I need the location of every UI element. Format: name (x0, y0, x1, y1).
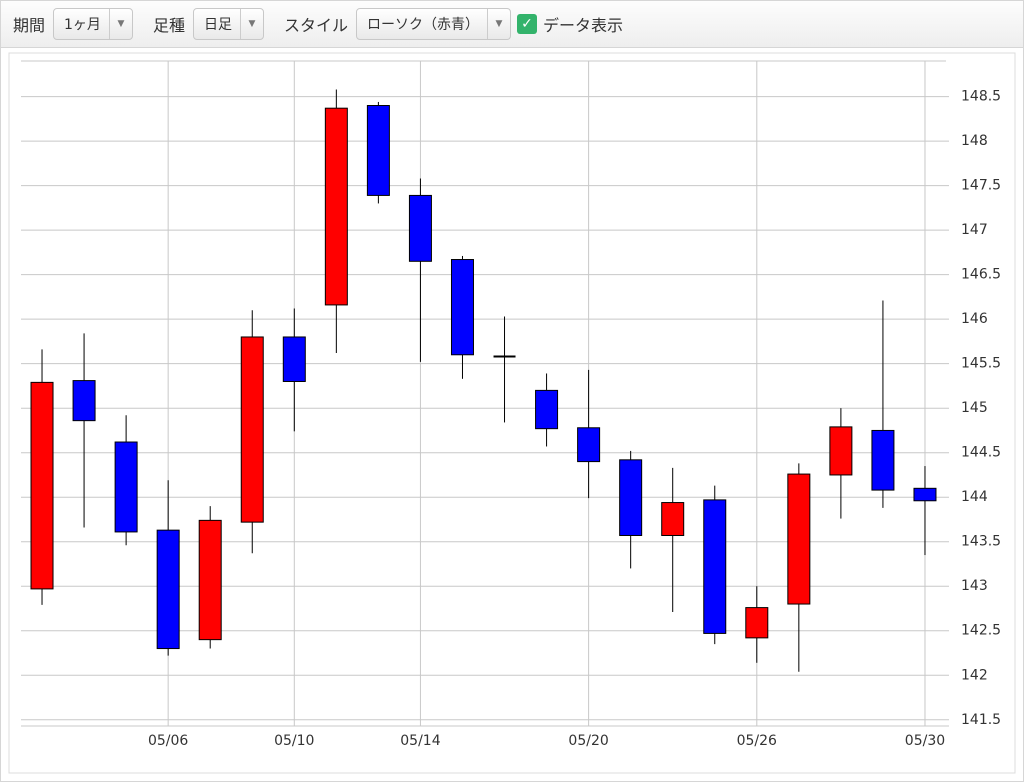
candle-body (366, 105, 390, 196)
candle-body (913, 487, 937, 502)
candle-body (871, 429, 895, 491)
x-tick-label: 05/10 (274, 733, 314, 749)
y-tick-label: 141.5 (961, 712, 1001, 728)
y-tick-label: 144.5 (961, 445, 1001, 461)
y-tick-label: 147.5 (961, 178, 1001, 194)
candle-body (30, 381, 54, 590)
candle-body (324, 107, 348, 306)
candle-body (619, 459, 643, 536)
y-tick-label: 146.5 (961, 267, 1001, 283)
x-tick-label: 05/26 (737, 733, 777, 749)
toolbar: 期間 1ヶ月 ▼ 足種 日足 ▼ スタイル ローソク（赤青） ▼ ✓ データ表示 (1, 1, 1023, 48)
y-tick-label: 143 (961, 578, 988, 594)
y-tick-label: 142.5 (961, 623, 1001, 639)
x-tick-label: 05/20 (568, 733, 608, 749)
x-tick-label: 05/30 (905, 733, 945, 749)
chart-frame (8, 52, 1016, 774)
style-label: スタイル (283, 16, 348, 35)
bar-label: 足種 (152, 16, 185, 35)
candle-body (240, 336, 264, 523)
style-value: ローソク（赤青） (366, 17, 479, 33)
candle-body (661, 502, 685, 536)
y-tick-label: 148.5 (961, 89, 1001, 105)
y-tick-label: 142 (961, 667, 988, 683)
x-tick-label: 05/06 (148, 733, 188, 749)
candle-body (72, 380, 96, 422)
dropdown-arrow: ▼ (239, 9, 263, 39)
x-tick-label: 05/14 (400, 733, 440, 749)
candle-body (787, 473, 811, 605)
y-tick-label: 144 (961, 489, 988, 505)
candle-body (114, 441, 138, 533)
candle-body (198, 519, 222, 641)
period-dropdown[interactable]: 1ヶ月 ▼ (53, 8, 133, 40)
dropdown-arrow: ▼ (486, 9, 510, 39)
candle-body (156, 529, 180, 650)
candle-body (577, 427, 601, 463)
candle-body (408, 194, 432, 262)
y-tick-label: 143.5 (961, 534, 1001, 550)
show-data-checkbox[interactable]: ✓ (516, 14, 537, 34)
candle-body (450, 259, 474, 356)
y-tick-label: 146 (961, 311, 988, 327)
candle-body (703, 499, 727, 634)
bar-dropdown[interactable]: 日足 ▼ (192, 8, 264, 40)
y-tick-label: 148 (961, 133, 988, 149)
style-dropdown[interactable]: ローソク（赤青） ▼ (355, 8, 511, 40)
bar-value: 日足 (203, 17, 232, 33)
dropdown-arrow: ▼ (108, 9, 132, 39)
candle-body (282, 336, 306, 382)
period-value: 1ヶ月 (64, 17, 101, 33)
y-tick-label: 145.5 (961, 356, 1001, 372)
candle-body (829, 426, 853, 476)
y-tick-label: 145 (961, 400, 988, 416)
show-data-label: データ表示 (542, 16, 623, 35)
y-tick-label: 147 (961, 222, 988, 238)
period-label: 期間 (13, 16, 46, 35)
candle-body (745, 607, 769, 639)
candle-body (535, 389, 559, 430)
